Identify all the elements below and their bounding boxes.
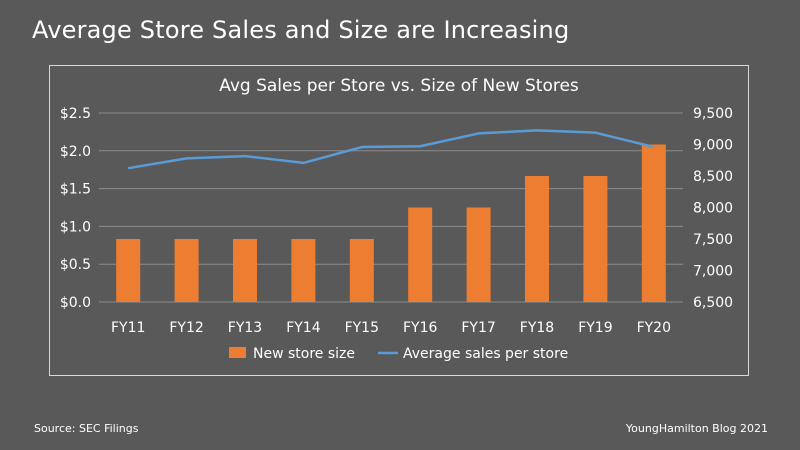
x-axis-tick-label: FY20 bbox=[637, 320, 671, 336]
bar-new-store-size bbox=[583, 176, 608, 302]
bar-new-store-size bbox=[291, 239, 316, 302]
right-axis-tick-label: 7,000 bbox=[693, 264, 733, 280]
bar-new-store-size bbox=[408, 207, 433, 302]
x-axis-tick-label: FY14 bbox=[286, 320, 321, 336]
x-axis-tick-label: FY12 bbox=[169, 320, 203, 336]
x-axis-tick-label: FY16 bbox=[403, 320, 438, 336]
bar-new-store-size bbox=[174, 239, 199, 302]
right-axis-tick-label: 8,000 bbox=[693, 201, 733, 217]
right-axis-tick-label: 8,500 bbox=[693, 169, 733, 185]
bar-new-store-size bbox=[233, 239, 257, 302]
bar-new-store-size bbox=[466, 207, 491, 302]
legend-swatch-bar bbox=[229, 347, 246, 358]
left-axis-tick-label: $2.0 bbox=[60, 144, 91, 160]
left-axis-tick-label: $0.5 bbox=[60, 257, 91, 273]
source-note: Source: SEC Filings bbox=[34, 422, 139, 435]
left-axis-tick-label: $1.5 bbox=[60, 182, 91, 198]
bar-new-store-size bbox=[525, 176, 549, 302]
bar-new-store-size bbox=[349, 239, 374, 302]
credit-note: YoungHamilton Blog 2021 bbox=[625, 422, 768, 435]
right-axis-tick-label: 6,500 bbox=[693, 295, 733, 311]
bar-new-store-size bbox=[641, 144, 666, 302]
left-axis-tick-label: $0.0 bbox=[60, 295, 91, 311]
x-axis-tick-label: FY19 bbox=[578, 320, 612, 336]
legend-label-new-store-size: New store size bbox=[253, 346, 355, 362]
x-axis-tick-label: FY13 bbox=[228, 320, 262, 336]
right-axis-tick-label: 9,500 bbox=[693, 106, 733, 122]
x-axis-tick-label: FY18 bbox=[520, 320, 554, 336]
chart-frame bbox=[49, 65, 749, 376]
legend-label-average-sales: Average sales per store bbox=[403, 346, 568, 362]
chart-title: Avg Sales per Store vs. Size of New Stor… bbox=[219, 76, 579, 96]
right-axis-tick-label: 7,500 bbox=[693, 232, 733, 248]
slide-title: Average Store Sales and Size are Increas… bbox=[32, 16, 570, 44]
line-average-sales-per-store bbox=[127, 129, 655, 170]
x-axis-tick-label: FY17 bbox=[461, 320, 495, 336]
x-axis-tick-label: FY15 bbox=[345, 320, 379, 336]
right-axis-tick-label: 9,000 bbox=[693, 138, 733, 154]
x-axis-tick-label: FY11 bbox=[111, 320, 145, 336]
bar-new-store-size bbox=[116, 239, 141, 302]
left-axis-tick-label: $2.5 bbox=[60, 106, 91, 122]
left-axis-tick-label: $1.0 bbox=[60, 219, 91, 235]
